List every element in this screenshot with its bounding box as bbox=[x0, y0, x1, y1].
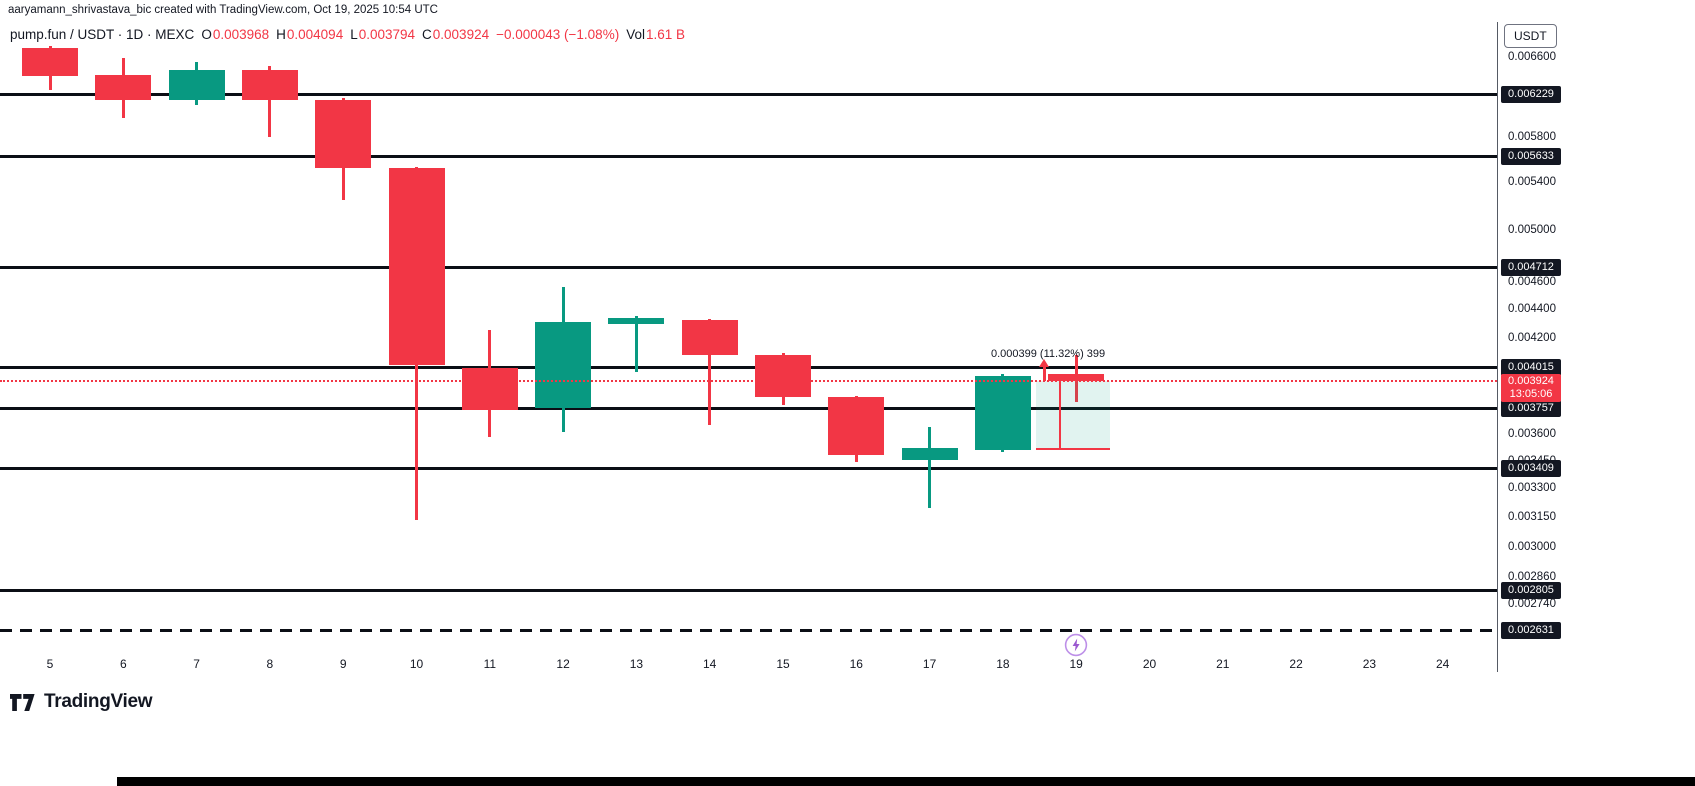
candle-body bbox=[901, 448, 958, 461]
symbol-title[interactable]: pump.fun / USDT · 1D · MEXC bbox=[10, 27, 195, 42]
current-price-badge: 0.003924 13:05:06 bbox=[1501, 374, 1561, 403]
tradingview-logo[interactable]: TradingView bbox=[10, 691, 153, 713]
price-level-badge: 0.006229 bbox=[1501, 85, 1561, 103]
volume-value: Vol 1.61 B bbox=[626, 27, 686, 42]
forecast-line bbox=[1059, 381, 1061, 449]
level-line bbox=[0, 365, 1497, 369]
currency-button[interactable]: USDT bbox=[1504, 24, 1557, 48]
time-axis-label: 12 bbox=[556, 657, 570, 671]
candle-body bbox=[974, 376, 1031, 451]
current-price-value: 0.003924 bbox=[1508, 375, 1554, 388]
price-level-badge: 0.004015 bbox=[1501, 358, 1561, 376]
price-level-badge: 0.005633 bbox=[1501, 148, 1561, 166]
time-axis-label: 21 bbox=[1216, 657, 1230, 671]
candle-body bbox=[681, 319, 738, 356]
candle-body bbox=[168, 70, 225, 101]
time-axis-label: 13 bbox=[629, 657, 644, 671]
level-line bbox=[0, 266, 1497, 270]
candle-wick bbox=[634, 315, 638, 372]
price-tick-label: 0.006600 bbox=[1508, 51, 1556, 63]
time-axis-label: 16 bbox=[849, 657, 863, 671]
candle-wick bbox=[708, 318, 712, 426]
time-axis-label: 5 bbox=[46, 657, 54, 671]
time-axis-label: 6 bbox=[119, 657, 127, 671]
price-tick-label: 0.002860 bbox=[1508, 571, 1556, 584]
time-axis-label: 7 bbox=[193, 657, 200, 671]
price-tick-label: 0.003150 bbox=[1508, 511, 1556, 524]
candle-body bbox=[755, 355, 811, 398]
price-range-label: 0.000399 (11.32%) 399 bbox=[991, 348, 1106, 360]
candle-body bbox=[388, 167, 445, 365]
open-value: O 0.003968 bbox=[201, 27, 270, 42]
price-tick-label: 0.003300 bbox=[1508, 482, 1556, 495]
bar-countdown: 13:05:06 bbox=[1509, 388, 1553, 401]
time-axis-label: 18 bbox=[996, 657, 1010, 671]
candle-body bbox=[22, 48, 78, 76]
level-line bbox=[0, 406, 1497, 410]
time-axis-label: 23 bbox=[1362, 657, 1377, 671]
candle-body bbox=[95, 75, 152, 100]
time-axis[interactable]: 5 6 7 8 9 10 11 12 13 14 15 16 17 18 19 20 21 22 23 24 bbox=[0, 652, 1497, 680]
price-axis[interactable]: 0.003924 13:05:06 0.006600 0.005800 0.0054… bbox=[1497, 0, 1695, 786]
price-tick-label: 0.004200 bbox=[1508, 332, 1556, 345]
lightning-icon[interactable] bbox=[1064, 633, 1088, 657]
price-axis-border bbox=[1497, 22, 1498, 672]
time-axis-label: 17 bbox=[922, 657, 937, 671]
close-value: C 0.003924 bbox=[422, 27, 490, 42]
high-value: H 0.004094 bbox=[276, 27, 344, 42]
price-tick-label: 0.004600 bbox=[1508, 275, 1556, 288]
time-axis-label: 15 bbox=[776, 657, 790, 671]
candle-wick bbox=[928, 427, 932, 509]
attribution-text: aaryamann_shrivastava_bic created with T… bbox=[8, 4, 438, 16]
time-axis-label: 22 bbox=[1289, 657, 1303, 671]
candle-body bbox=[535, 321, 592, 408]
price-tick-label: 0.005800 bbox=[1508, 131, 1556, 144]
low-value: L 0.003794 bbox=[350, 27, 416, 42]
level-line bbox=[0, 588, 1497, 592]
price-tick-label: 0.002740 bbox=[1508, 597, 1556, 610]
level-line bbox=[0, 467, 1497, 471]
forecast-arrow-head bbox=[1039, 359, 1049, 368]
forecast-zone bbox=[1036, 381, 1110, 451]
tradingview-logo-text: TradingView bbox=[44, 691, 153, 712]
bottom-bar bbox=[117, 777, 1695, 786]
time-axis-label: 14 bbox=[703, 657, 717, 671]
level-line bbox=[0, 92, 1497, 96]
price-level-badge: 0.004712 bbox=[1501, 259, 1561, 277]
time-axis-label: 20 bbox=[1142, 657, 1157, 671]
time-axis-label: 11 bbox=[483, 657, 497, 671]
level-line bbox=[0, 155, 1497, 159]
price-tick-label: 0.005000 bbox=[1508, 223, 1556, 236]
candle-body bbox=[608, 317, 665, 324]
candle-wick bbox=[268, 65, 272, 137]
time-axis-label: 24 bbox=[1436, 657, 1450, 671]
forecast-arrow-stem bbox=[1043, 366, 1046, 382]
time-axis-label: 8 bbox=[266, 657, 274, 671]
price-level-badge: 0.003757 bbox=[1501, 399, 1561, 417]
candle-body bbox=[1048, 374, 1105, 382]
price-tick-label: 0.003000 bbox=[1508, 541, 1556, 554]
time-axis-label: 19 bbox=[1069, 657, 1083, 671]
current-price-line bbox=[0, 380, 1497, 383]
candle-body bbox=[241, 70, 298, 101]
price-tick-label: 0.005400 bbox=[1508, 175, 1556, 188]
tradingview-logo-icon bbox=[10, 693, 35, 711]
level-line-dashed bbox=[0, 628, 1497, 632]
price-tick-label: 0.004400 bbox=[1508, 303, 1556, 316]
candle-body bbox=[315, 100, 372, 168]
time-axis-label: 9 bbox=[339, 657, 347, 671]
price-tick-label: 0.003600 bbox=[1508, 428, 1556, 441]
price-level-badge: 0.002631 bbox=[1501, 621, 1561, 639]
change-value: −0.000043 (−1.08%) bbox=[496, 27, 620, 42]
candle-body bbox=[461, 368, 518, 410]
price-level-badge: 0.003409 bbox=[1501, 460, 1561, 478]
price-level-badge: 0.002805 bbox=[1501, 581, 1561, 599]
time-axis-label: 10 bbox=[409, 657, 424, 671]
candle-body bbox=[828, 397, 885, 456]
